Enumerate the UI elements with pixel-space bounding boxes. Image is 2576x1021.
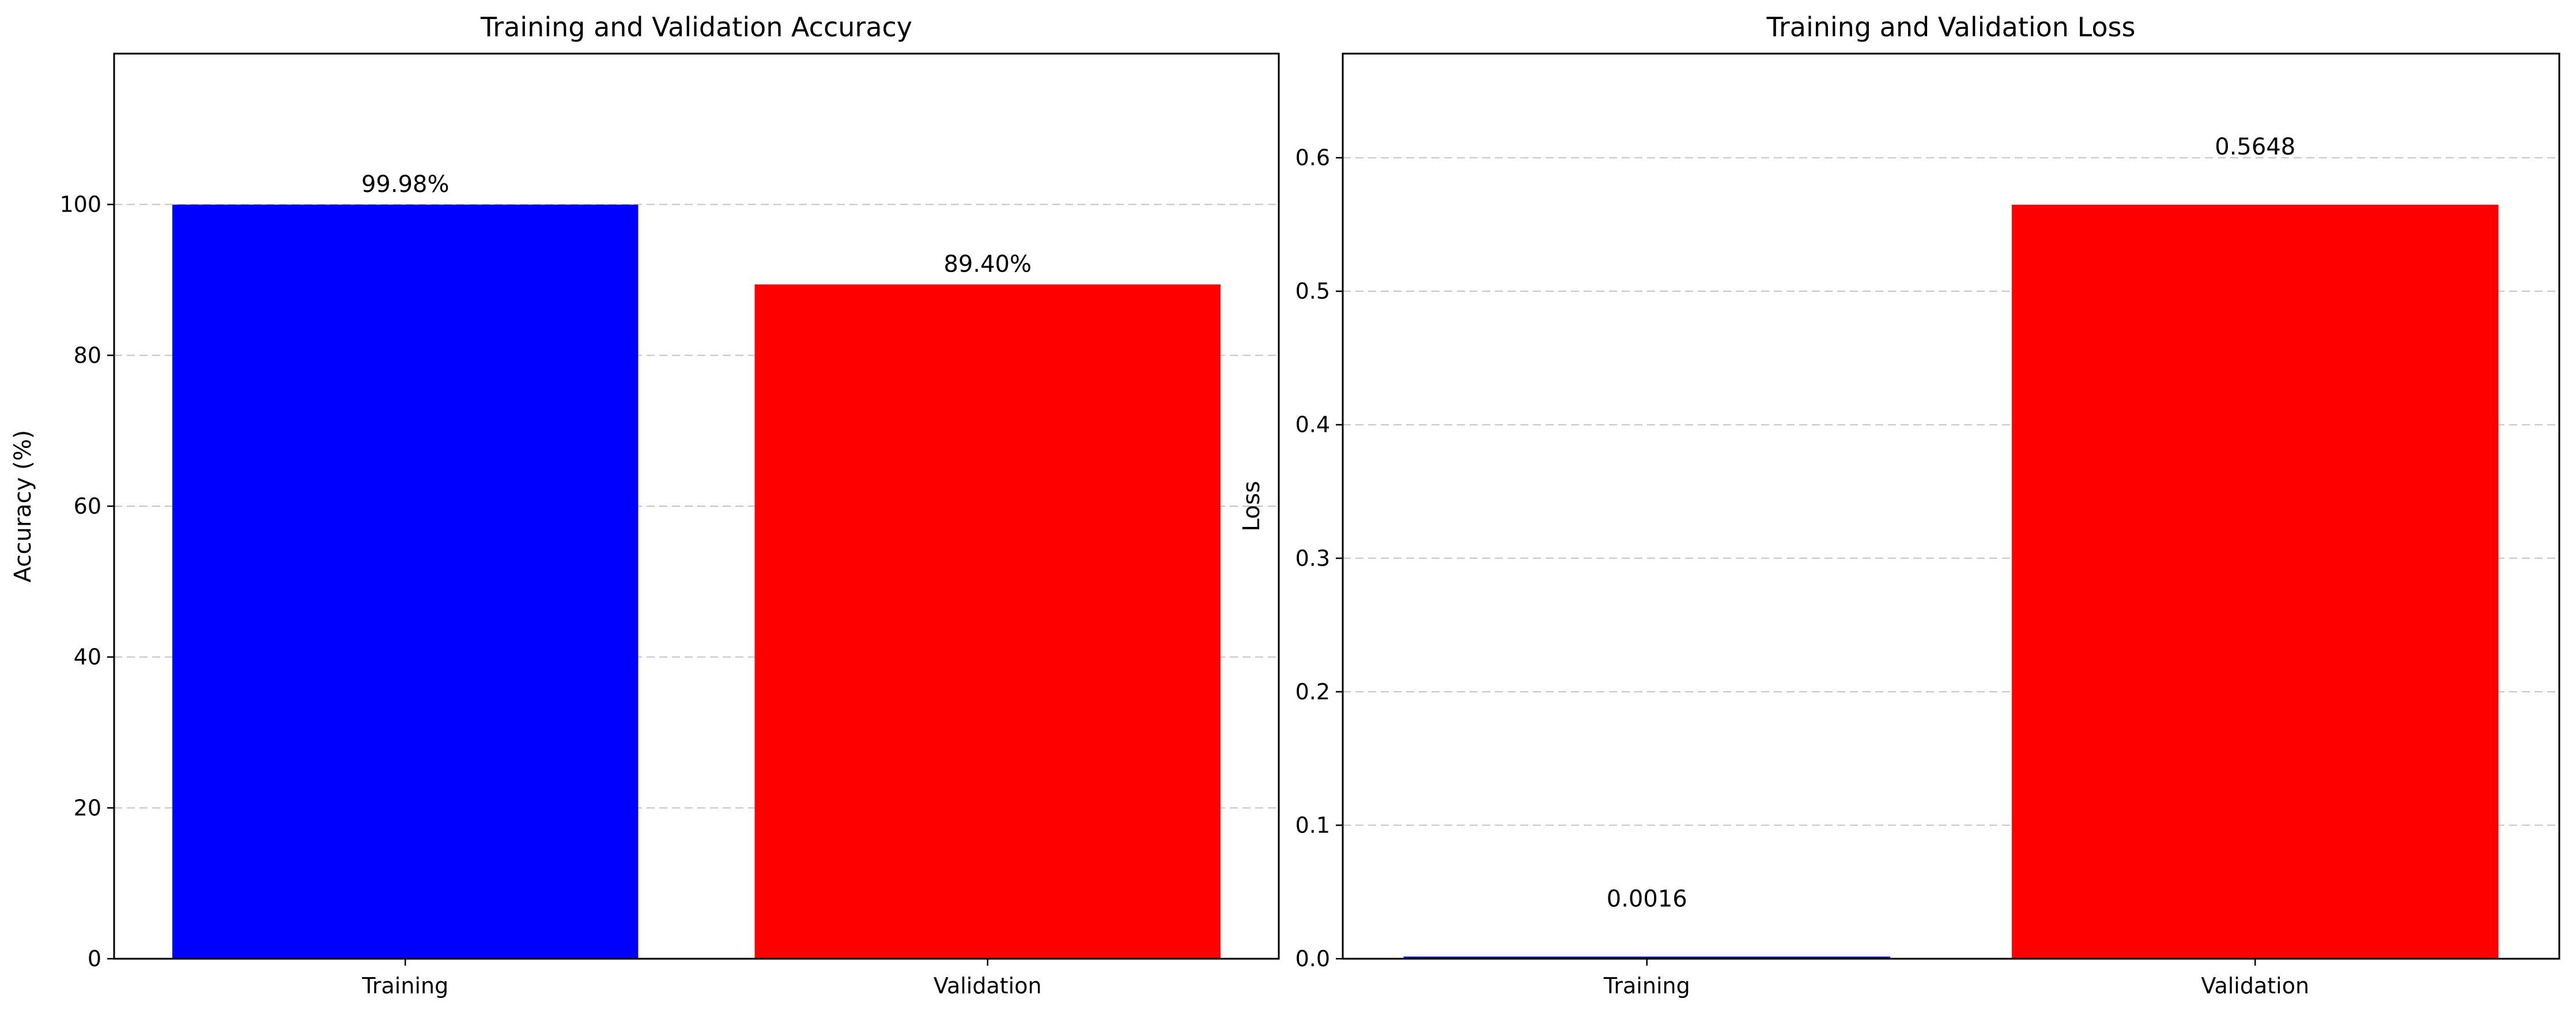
loss-y-tick-label: 0.5: [1295, 278, 1330, 304]
loss-y-tick-label: 0.0: [1295, 946, 1330, 971]
loss-y-tick-label: 0.6: [1295, 145, 1330, 171]
accuracy-y-tick-label: 0: [88, 946, 101, 971]
loss-bar-validation: [2012, 205, 2499, 959]
accuracy-plot-frame: [113, 52, 1280, 960]
loss-bar-training: [1403, 956, 1890, 959]
loss-y-tick-label: 0.2: [1295, 679, 1330, 704]
loss-y-tick-label: 0.4: [1295, 412, 1330, 438]
loss-data-label-validation: 0.5648: [2215, 134, 2295, 160]
loss-chart-panel: Training and Validation Loss Loss 0.0016…: [1238, 12, 2560, 999]
accuracy-y-tick-label: 60: [74, 493, 101, 519]
accuracy-y-tick-label: 80: [74, 342, 101, 368]
loss-y-tick-label: 0.1: [1295, 812, 1330, 838]
accuracy-chart-title: Training and Validation Accuracy: [480, 12, 912, 43]
loss-y-tick-label: 0.3: [1295, 545, 1330, 571]
accuracy-chart-panel: Training and Validation Accuracy Accurac…: [10, 12, 1280, 999]
accuracy-y-axis-label: Accuracy (%): [10, 430, 36, 583]
accuracy-x-tick-label: Validation: [934, 973, 1042, 999]
accuracy-y-tick-label: 100: [59, 192, 101, 217]
loss-plot-frame: [1342, 52, 2560, 960]
loss-chart-title: Training and Validation Loss: [1766, 12, 2136, 43]
loss-data-label-training: 0.0016: [1607, 886, 1687, 912]
accuracy-data-label-training: 99.98%: [361, 171, 450, 198]
accuracy-x-tick-label: Training: [361, 973, 448, 999]
accuracy-bar-training: [172, 204, 639, 959]
accuracy-bar-validation: [754, 284, 1221, 959]
accuracy-y-tick-label: 20: [74, 795, 101, 820]
loss-x-tick-label: Training: [1603, 973, 1690, 999]
accuracy-data-label-validation: 89.40%: [943, 251, 1032, 277]
loss-y-axis-label: Loss: [1238, 481, 1265, 532]
loss-x-tick-label: Validation: [2201, 973, 2309, 999]
accuracy-y-tick-label: 40: [74, 645, 101, 670]
